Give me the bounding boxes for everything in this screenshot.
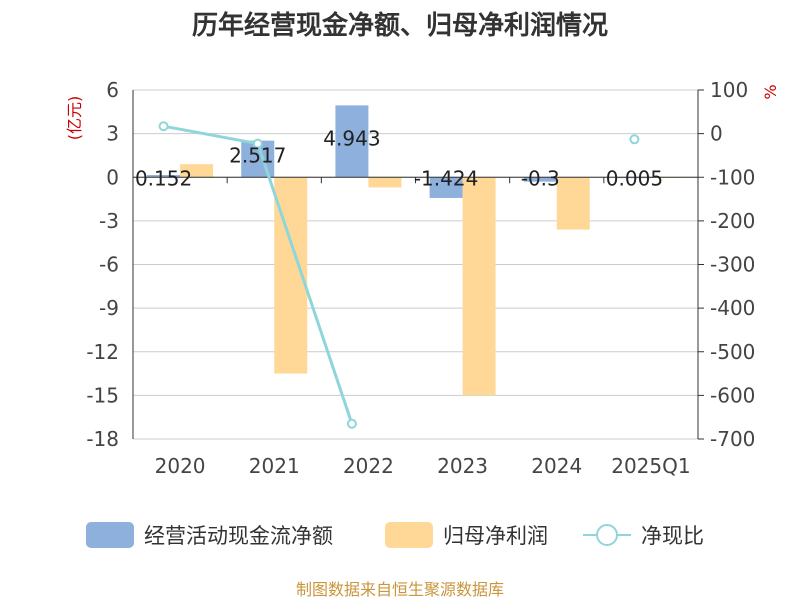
cashflow-data-label: 0.152 — [135, 166, 192, 190]
ratio-point — [629, 134, 640, 145]
ratio-point — [252, 138, 263, 149]
right-tick-label: 100 — [710, 78, 748, 102]
net-profit-bar — [462, 177, 496, 396]
category-label: 2022 — [343, 454, 394, 478]
legend-swatch — [385, 522, 433, 548]
category-label: 2023 — [437, 454, 488, 478]
cashflow-bar — [429, 177, 463, 198]
source-footer: 制图数据来自恒生聚源数据库 — [296, 580, 504, 599]
right-axis-label: % — [761, 84, 780, 99]
right-tick-label: -200 — [710, 209, 755, 233]
left-tick-label: -3 — [99, 209, 119, 233]
left-tick-label: -15 — [86, 383, 119, 407]
chart-title: 历年经营现金净额、归母净利润情况 — [192, 10, 608, 41]
ratio-point — [346, 418, 357, 429]
axes: 6 3 0 -3 -6 -9 -12 -15 -18 100 0 -100 -200 -300 -400 -5… — [86, 78, 755, 478]
net-profit-bar — [368, 177, 402, 188]
right-tick-label: -400 — [710, 296, 755, 320]
legend-marker — [596, 524, 618, 546]
left-tick-label: -6 — [99, 253, 119, 277]
right-tick-label: -500 — [710, 340, 755, 364]
net-profit-bar — [556, 177, 590, 230]
right-tick-label: -100 — [710, 165, 755, 189]
left-tick-label: -12 — [86, 340, 119, 364]
category-label: 2025Q1 — [611, 454, 690, 478]
legend-label: 净现比 — [641, 524, 704, 548]
cashflow-data-label: -1.424 — [414, 166, 478, 190]
left-tick-label: -18 — [86, 427, 119, 451]
ratio-line-segment — [256, 143, 354, 425]
left-tick-label: 6 — [106, 78, 119, 102]
cashflow-bar — [335, 105, 369, 178]
ratio-point — [158, 121, 169, 132]
right-tick-label: -600 — [710, 383, 755, 407]
gridlines — [133, 89, 698, 440]
legend: 经营活动现金流净额 归母净利润 净现比 — [86, 522, 704, 548]
category-label: 2024 — [531, 454, 582, 478]
cashflow-data-label: 0.005 — [606, 166, 663, 190]
category-label: 2020 — [155, 454, 206, 478]
cashflow-data-label: -0.3 — [521, 166, 560, 190]
left-tick-label: -9 — [99, 296, 119, 320]
category-label: 2021 — [249, 454, 300, 478]
ratio-line — [158, 121, 640, 429]
right-tick-label: 0 — [710, 122, 723, 146]
cashflow-bar — [523, 177, 557, 182]
right-tick-label: -700 — [710, 427, 755, 451]
left-axis-label: (亿元) — [65, 96, 84, 141]
cashflow-data-label: 2.517 — [229, 144, 286, 168]
ratio-line-segment — [163, 124, 259, 146]
cashflow-bar — [147, 175, 181, 178]
net-profit-bar — [180, 164, 214, 178]
legend-swatch — [86, 522, 134, 548]
left-tick-label: 3 — [106, 122, 119, 146]
cashflow-data-label: 4.943 — [323, 126, 380, 150]
data-labels: 0.152 2.517 4.943 -1.424 -0.3 0.005 — [135, 126, 663, 190]
legend-label: 经营活动现金流净额 — [144, 524, 333, 548]
left-tick-label: 0 — [106, 165, 119, 189]
legend-label: 归母净利润 — [443, 524, 548, 548]
right-tick-label: -300 — [710, 253, 755, 277]
